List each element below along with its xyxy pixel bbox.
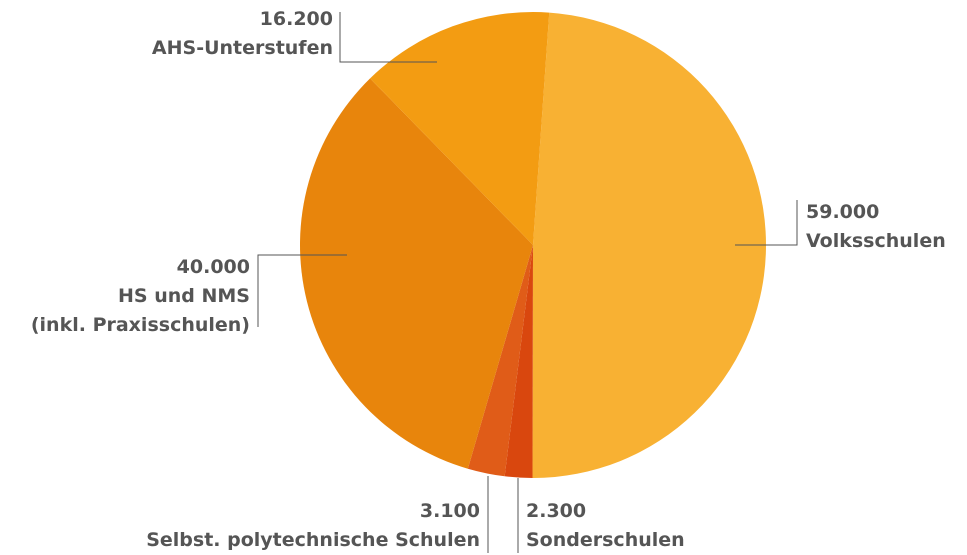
slice-label: 40.000 HS und NMS (inkl. Praxisschulen) [31,253,250,340]
slice-label: 16.200 AHS-Unterstufen [152,5,333,63]
slice-label: 59.000 Volksschulen [806,198,946,256]
value-label: 59.000 [806,201,880,223]
pie-slice [504,245,533,478]
slice-label: 3.100 Selbst. polytechnische Schulen [146,497,480,555]
category-label: HS und NMS (inkl. Praxisschulen) [30,285,250,336]
pie-slice [467,245,533,477]
value-label: 40.000 [176,256,250,278]
pie-slice [300,78,533,469]
category-label: Selbst. polytechnische Schulen [146,529,480,551]
category-label: Volksschulen [806,230,946,252]
category-label: AHS-Unterstufen [151,37,333,59]
leader-line [339,12,437,63]
value-label: 3.100 [419,500,480,522]
value-label: 16.200 [259,8,333,30]
pie-slice [532,12,766,478]
leader-line [735,200,798,246]
value-label: 2.300 [526,500,587,522]
leader-line [257,254,347,327]
pie-slice [370,12,550,245]
slice-label: 2.300 Sonderschulen [526,497,685,555]
category-label: Sonderschulen [526,529,685,551]
